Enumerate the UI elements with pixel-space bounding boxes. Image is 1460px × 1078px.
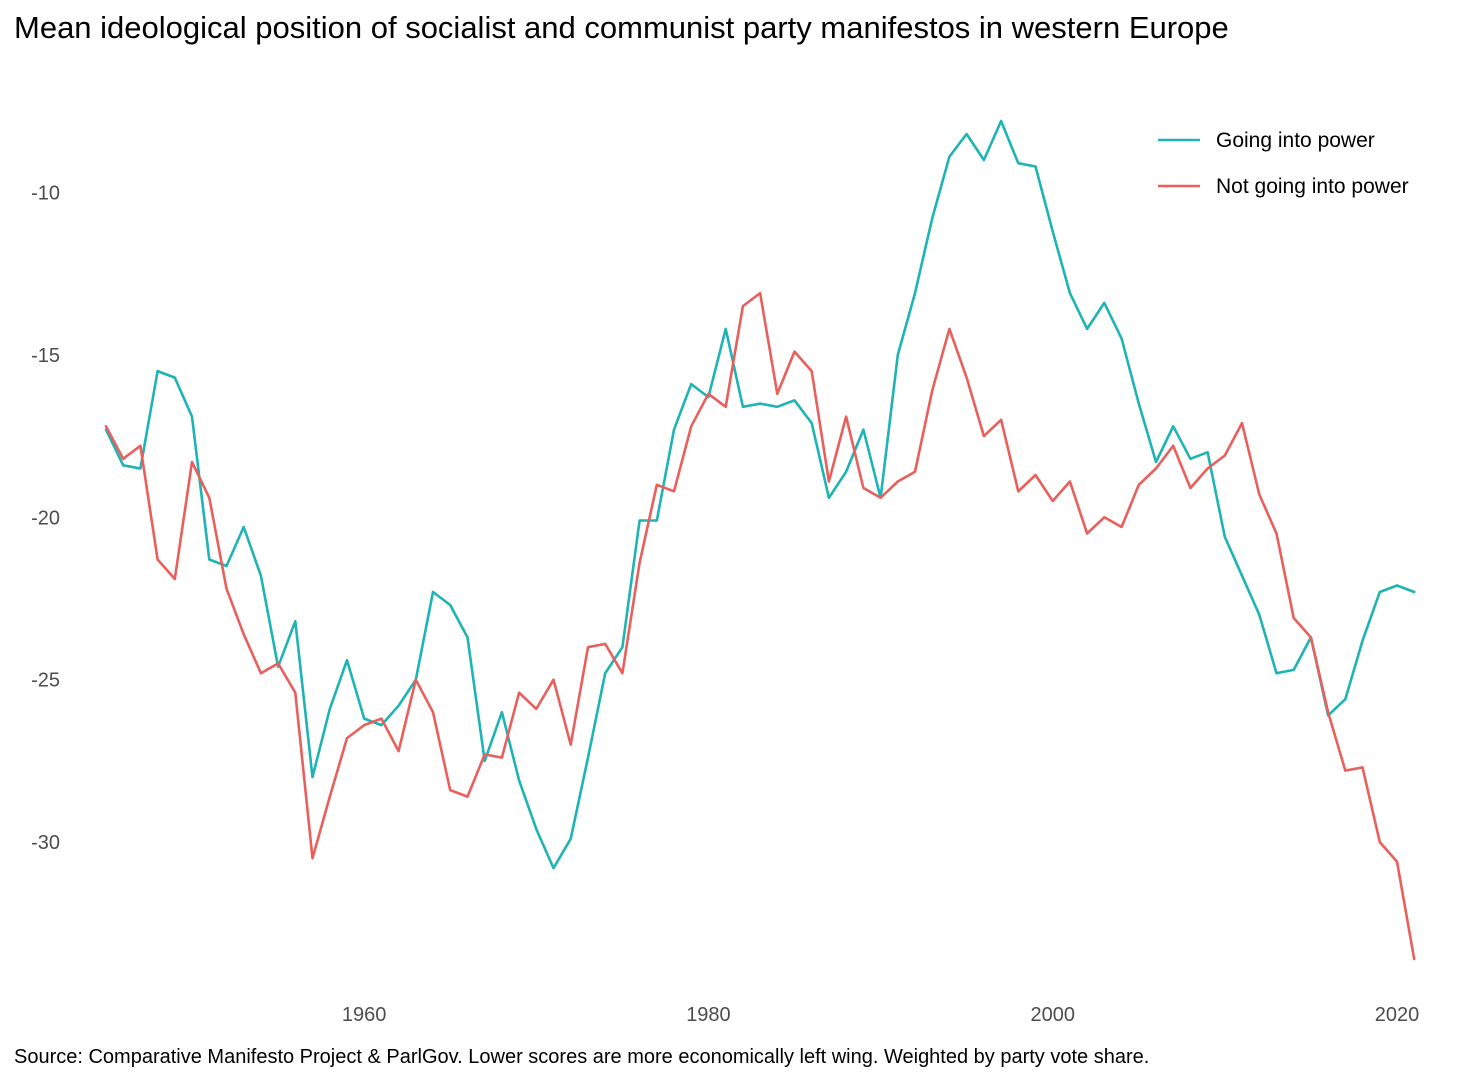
x-tick-label: 2020 <box>1375 1004 1420 1026</box>
y-tick-label: -30 <box>31 832 60 854</box>
series-line-not-going-into-power <box>104 291 1416 961</box>
x-tick-label: 2000 <box>1030 1004 1075 1026</box>
y-tick-label: -25 <box>31 670 60 692</box>
legend-label: Not going into power <box>1216 175 1409 198</box>
y-tick-label: -20 <box>31 507 60 529</box>
chart-title: Mean ideological position of socialist a… <box>14 10 1229 45</box>
x-tick-label: 1960 <box>342 1004 387 1026</box>
y-tick-label: -15 <box>31 345 60 367</box>
y-axis-ticks: -10 -15 -20 -25 -30 <box>31 182 60 854</box>
x-axis-ticks: 1960 1980 2000 2020 <box>342 1004 1419 1026</box>
legend: Going into power Not going into power <box>1158 129 1409 198</box>
x-tick-label: 1980 <box>686 1004 731 1026</box>
series-line-going-into-power <box>104 119 1416 870</box>
chart-caption: Source: Comparative Manifesto Project & … <box>14 1046 1150 1068</box>
series-lines <box>104 119 1416 961</box>
legend-label: Going into power <box>1216 129 1375 152</box>
y-tick-label: -10 <box>31 182 60 204</box>
